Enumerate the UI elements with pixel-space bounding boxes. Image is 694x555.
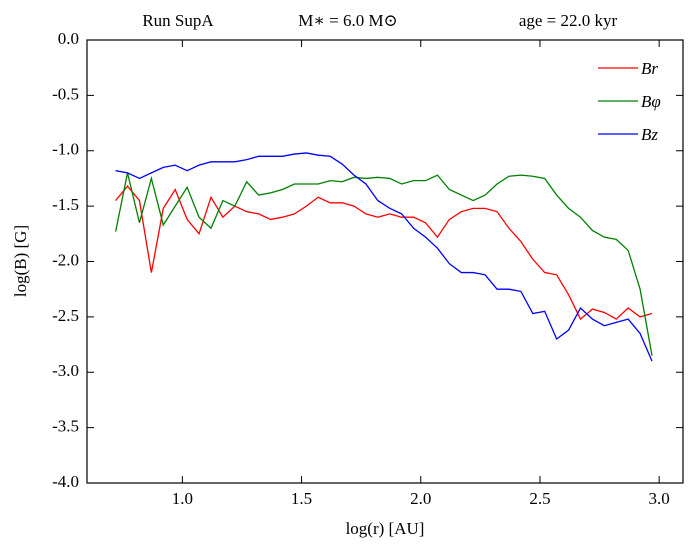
x-tick-label: 1.5	[291, 489, 312, 508]
legend-label: Bz	[641, 125, 658, 144]
data-line	[115, 152, 653, 362]
y-tick-label: -3.0	[52, 361, 79, 380]
x-tick-label: 2.5	[529, 489, 550, 508]
y-tick-label: -1.0	[52, 140, 79, 159]
y-tick-label: 0.0	[58, 29, 79, 48]
x-tick-label: 1.0	[172, 489, 193, 508]
x-tick-label: 3.0	[649, 489, 670, 508]
plot-frame	[86, 39, 684, 484]
x-tick-label: 2.0	[410, 489, 431, 508]
y-tick-label: -2.0	[52, 250, 79, 269]
data-line	[114, 172, 653, 356]
y-tick-label: -0.5	[52, 84, 79, 103]
y-tick-label: -2.5	[52, 306, 79, 325]
x-axis-label: log(r) [AU]	[346, 519, 425, 538]
y-tick-label: -3.5	[52, 417, 79, 436]
mass-label: M∗ = 6.0 M⊙	[298, 11, 398, 30]
data-line	[115, 185, 653, 321]
y-axis-label: log(B) [G]	[11, 225, 30, 297]
y-tick-label: -4.0	[52, 472, 79, 491]
legend-label: Bφ	[641, 92, 661, 111]
age-label: age = 22.0 kyr	[519, 11, 618, 30]
legend-label: Br	[641, 59, 658, 78]
y-tick-label: -1.5	[52, 195, 79, 214]
run-label: Run SupA	[142, 11, 214, 30]
